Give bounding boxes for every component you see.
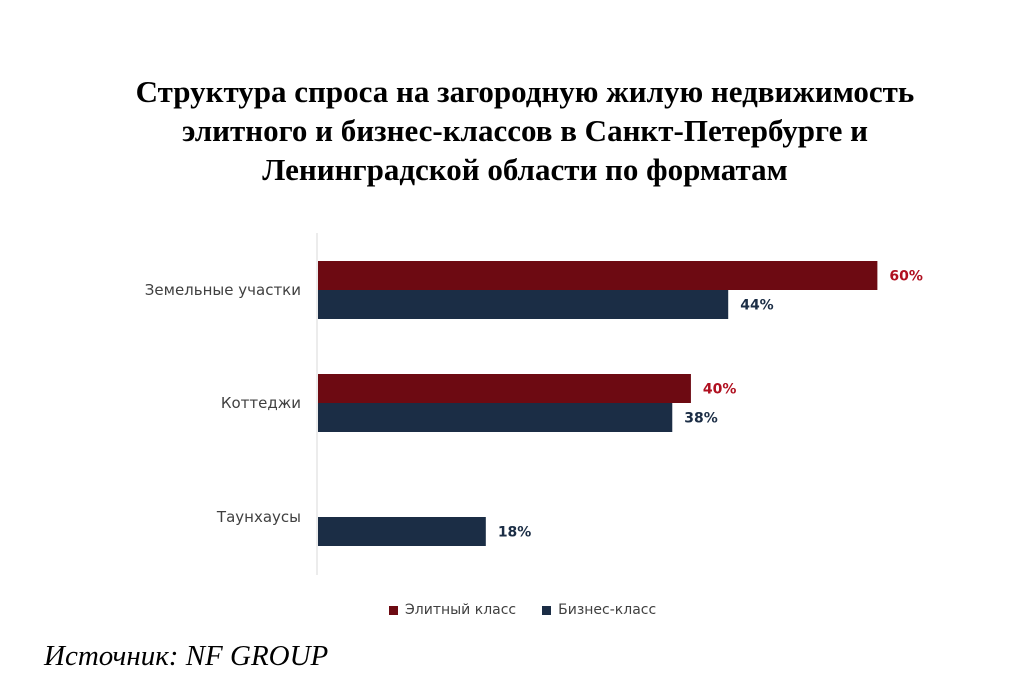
legend-label-business: Бизнес-класс <box>558 602 657 618</box>
legend-swatch-elite <box>389 605 398 615</box>
data-label-elite: 60% <box>889 269 923 285</box>
data-label-business: 18% <box>498 525 532 541</box>
category-label: Земельные участки <box>145 281 301 299</box>
chart-title-line-1: Структура спроса на загородную жилую нед… <box>135 74 915 109</box>
legend-label-elite: Элитный класс <box>405 602 517 618</box>
legend-item-elite: Элитный класс <box>389 602 516 618</box>
bar-elite <box>318 374 691 403</box>
legend-item-business: Бизнес-класс <box>542 602 656 618</box>
source-note: Источник: NF GROUP <box>44 640 329 672</box>
data-label-business: 44% <box>740 298 774 314</box>
category-label: Таунхаусы <box>216 508 301 526</box>
data-label-business: 38% <box>684 411 718 427</box>
legend-swatch-business <box>542 605 552 615</box>
bar-business <box>318 290 729 319</box>
data-label-elite: 40% <box>703 382 737 398</box>
category-label: Коттеджи <box>221 394 301 412</box>
bar-business <box>318 517 486 546</box>
chart-title-line-3: Ленинградской области по форматам <box>262 152 788 187</box>
bar-business <box>318 403 673 432</box>
chart-title: Структура спроса на загородную жилую нед… <box>60 72 990 189</box>
bar-elite <box>318 261 878 290</box>
chart-title-line-2: элитного и бизнес-классов в Санкт-Петерб… <box>181 113 869 148</box>
legend: Элитный класс Бизнес-класс <box>389 602 656 618</box>
